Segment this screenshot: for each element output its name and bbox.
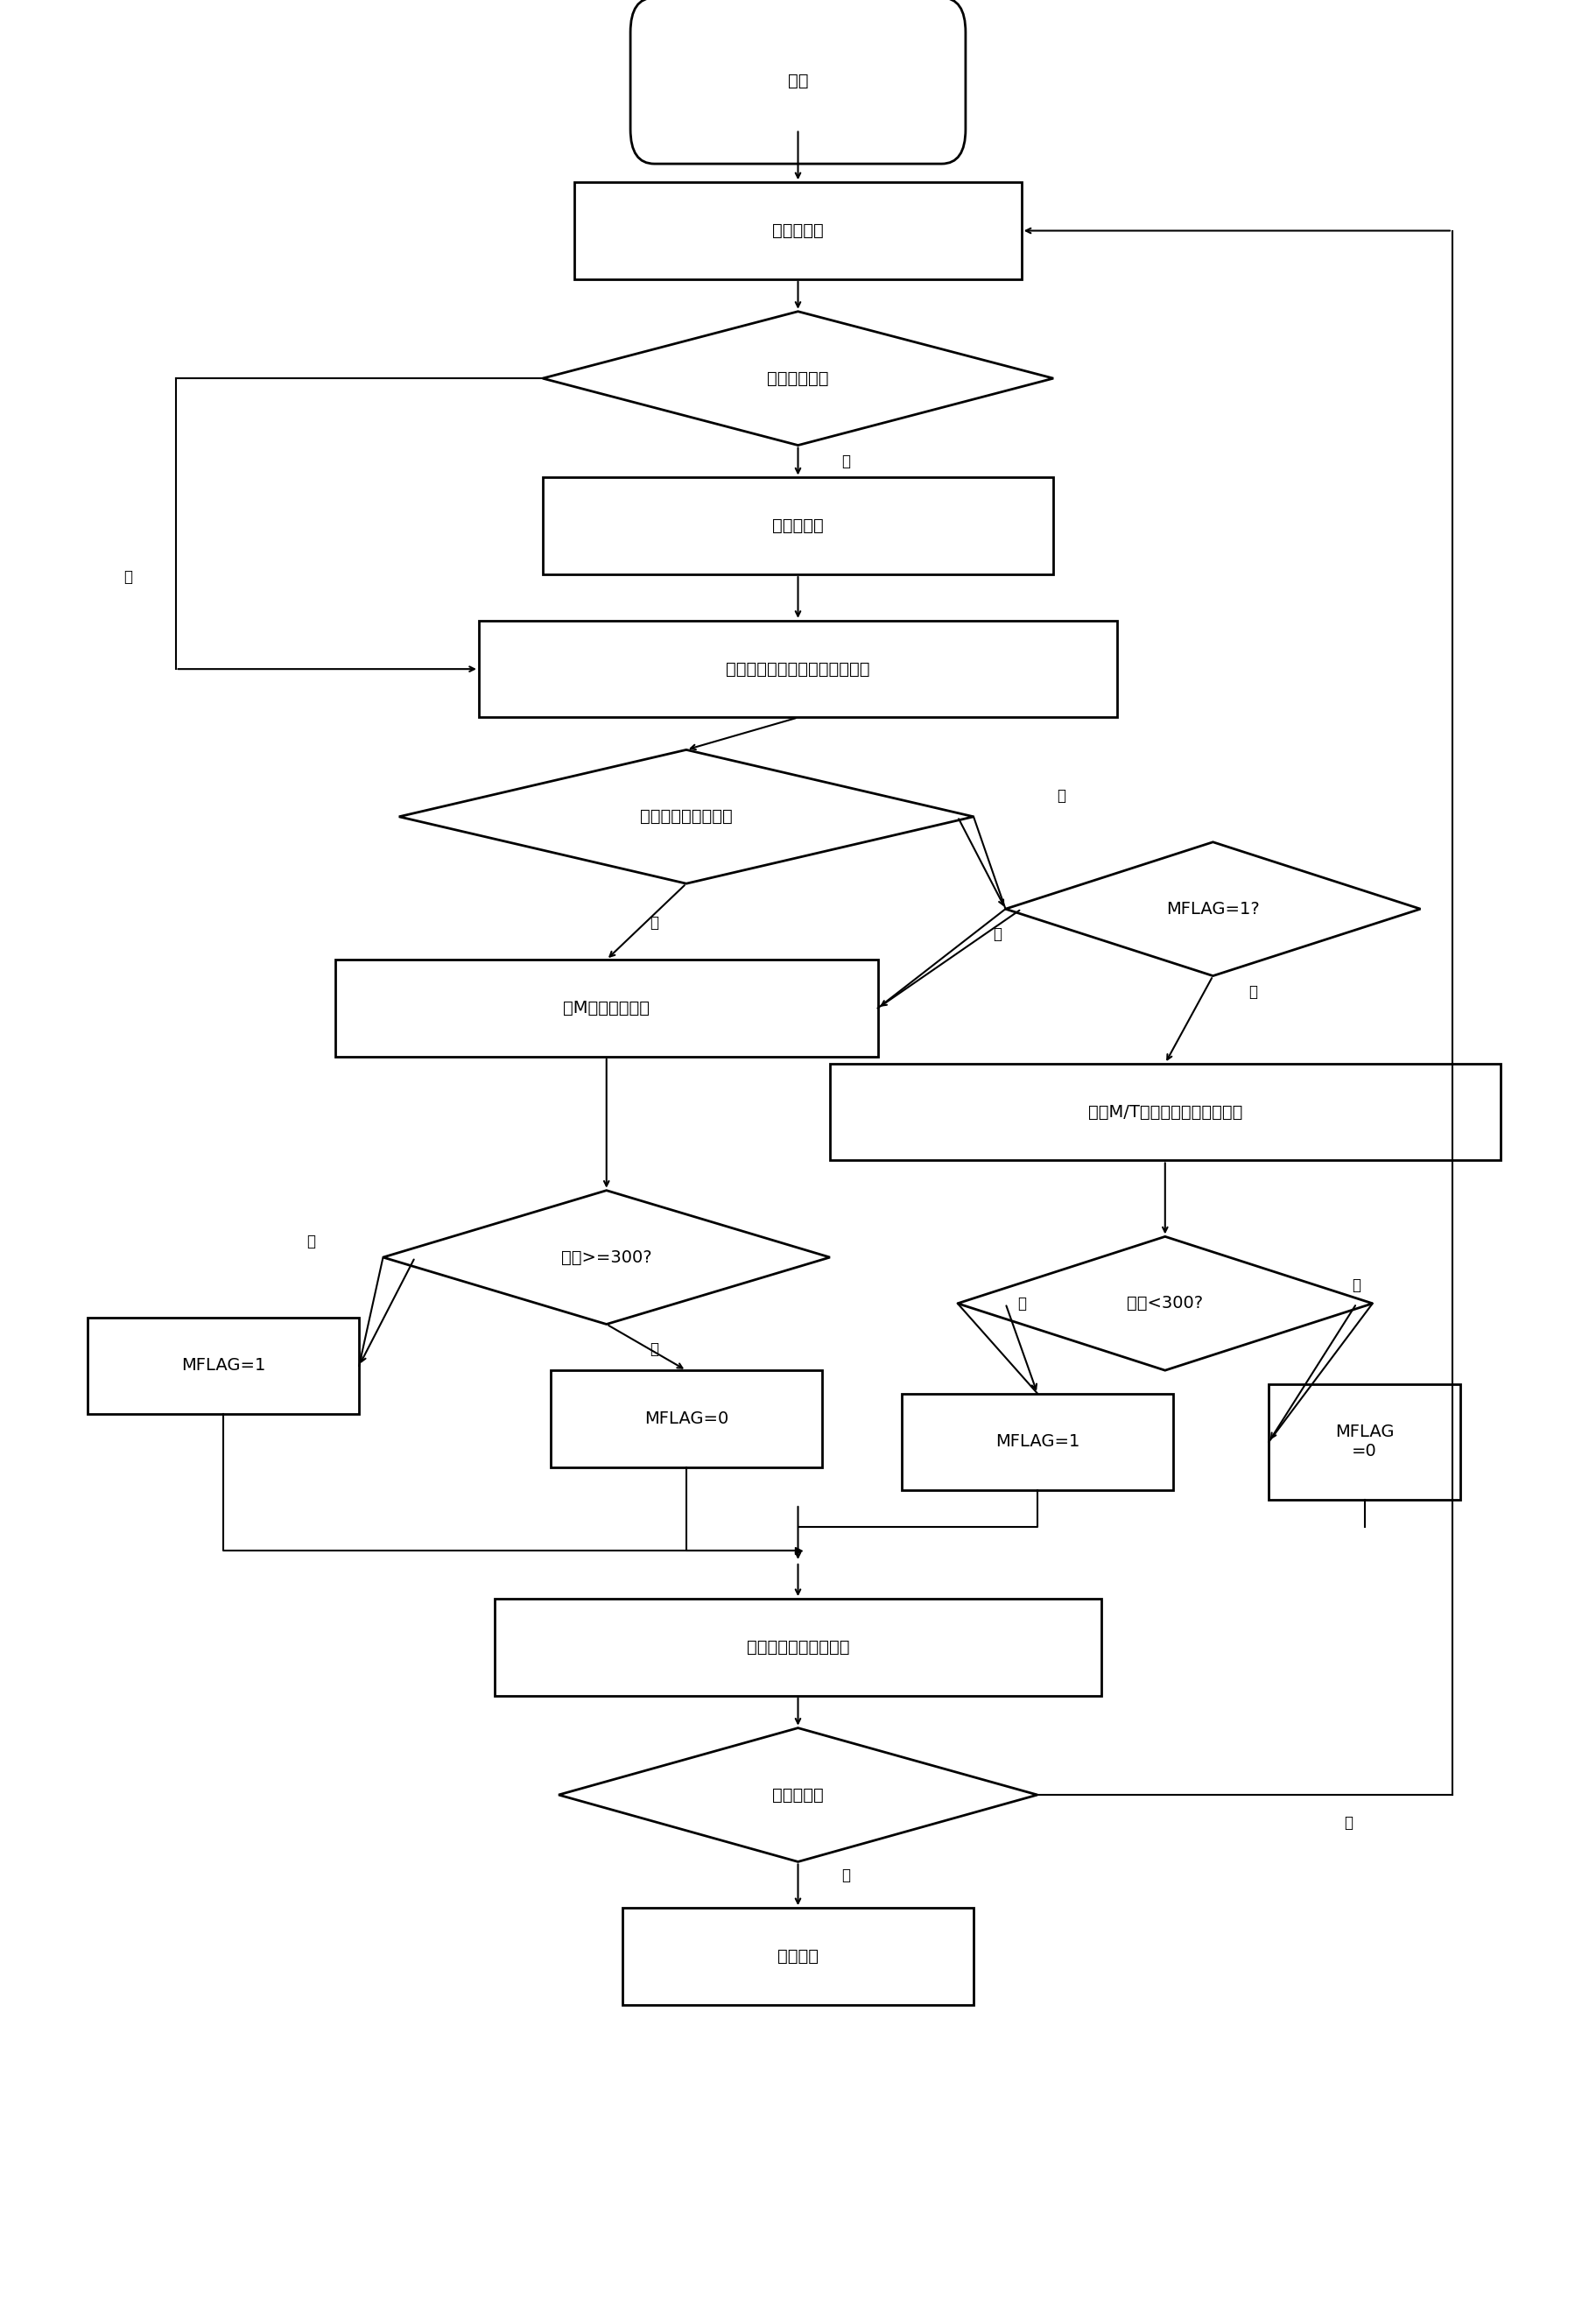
Text: 是否超转速: 是否超转速: [772, 1786, 824, 1804]
Text: MFLAG
=0: MFLAG =0: [1334, 1423, 1395, 1460]
FancyBboxPatch shape: [335, 960, 878, 1057]
Text: 根据键盘输入，显示相应的参数: 根据键盘输入，显示相应的参数: [726, 660, 870, 678]
Text: 否: 否: [306, 1234, 316, 1248]
Text: 转速<300?: 转速<300?: [1127, 1294, 1203, 1313]
FancyBboxPatch shape: [622, 1908, 974, 2005]
FancyBboxPatch shape: [1269, 1384, 1460, 1500]
Polygon shape: [383, 1190, 830, 1324]
FancyBboxPatch shape: [88, 1317, 359, 1414]
Text: 否: 否: [1344, 1816, 1353, 1829]
Polygon shape: [958, 1237, 1373, 1370]
Text: 报警输出: 报警输出: [777, 1947, 819, 1966]
Text: 否: 否: [123, 570, 132, 584]
FancyBboxPatch shape: [630, 0, 966, 164]
Text: MFLAG=1?: MFLAG=1?: [1167, 900, 1259, 918]
Text: MFLAG=0: MFLAG=0: [645, 1410, 728, 1428]
Text: 否: 否: [1352, 1278, 1361, 1292]
Polygon shape: [1005, 842, 1420, 976]
Text: 开始: 开始: [788, 72, 808, 90]
FancyBboxPatch shape: [575, 182, 1021, 279]
Text: 转速值显示在显示屏上: 转速值显示在显示屏上: [747, 1638, 849, 1656]
Text: 是: 是: [841, 454, 851, 468]
Text: 用M法测得转速值: 用M法测得转速值: [563, 999, 650, 1017]
Polygon shape: [559, 1728, 1037, 1862]
Text: 系统是否第一次测量: 系统是否第一次测量: [640, 807, 733, 826]
FancyBboxPatch shape: [830, 1064, 1500, 1160]
FancyBboxPatch shape: [479, 621, 1117, 717]
Text: 是否有键按下: 是否有键按下: [768, 369, 828, 388]
Text: MFLAG=1: MFLAG=1: [182, 1357, 265, 1375]
Text: 系统初始化: 系统初始化: [772, 221, 824, 240]
FancyBboxPatch shape: [902, 1393, 1173, 1490]
FancyBboxPatch shape: [543, 478, 1053, 574]
Polygon shape: [399, 750, 974, 884]
Text: 否: 否: [1057, 789, 1066, 803]
Text: 是: 是: [1017, 1297, 1026, 1310]
Text: 键处理程序: 键处理程序: [772, 517, 824, 535]
FancyBboxPatch shape: [495, 1599, 1101, 1696]
Polygon shape: [543, 311, 1053, 445]
Text: 转速>=300?: 转速>=300?: [562, 1248, 651, 1267]
Text: 是: 是: [650, 1343, 659, 1357]
FancyBboxPatch shape: [551, 1370, 822, 1467]
Text: MFLAG=1: MFLAG=1: [996, 1433, 1079, 1451]
Text: 是: 是: [993, 927, 1002, 941]
Text: 否: 否: [1248, 985, 1258, 999]
Text: 启动M/T法转速捕捉得到转速值: 启动M/T法转速捕捉得到转速值: [1088, 1103, 1242, 1121]
Text: 是: 是: [841, 1869, 851, 1883]
Text: 是: 是: [650, 916, 659, 930]
